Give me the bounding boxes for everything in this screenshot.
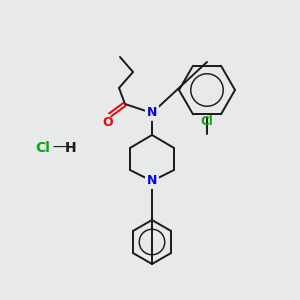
Text: Cl: Cl	[36, 141, 50, 155]
Text: N: N	[147, 106, 157, 119]
Text: Cl: Cl	[201, 115, 213, 128]
Text: N: N	[147, 175, 157, 188]
Text: —: —	[52, 141, 66, 155]
Text: O: O	[103, 116, 113, 130]
Text: H: H	[65, 141, 77, 155]
